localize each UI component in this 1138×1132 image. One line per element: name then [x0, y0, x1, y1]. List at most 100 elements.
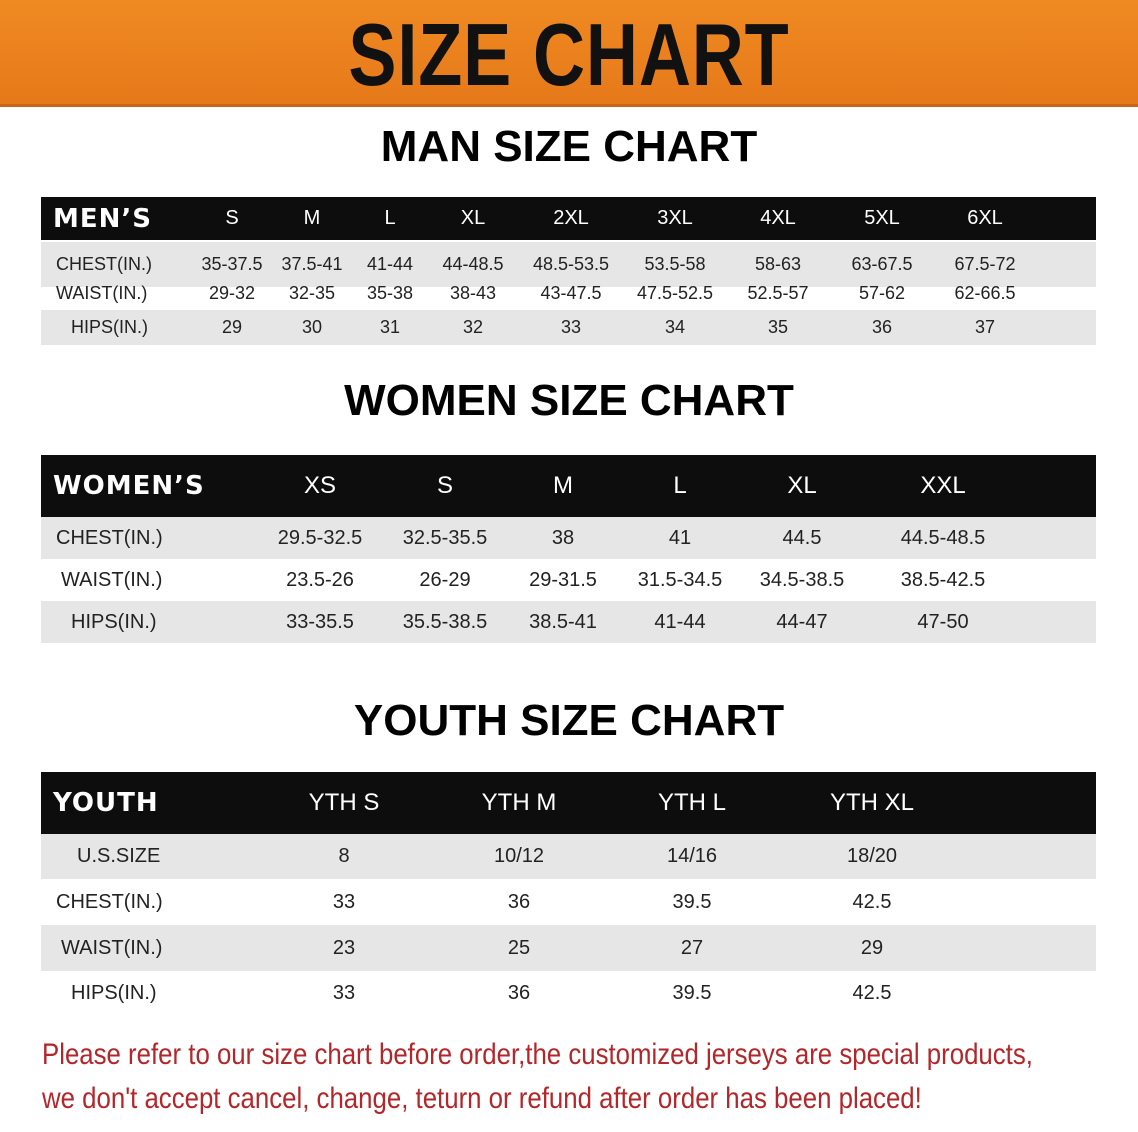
row-label: WAIST(IN.)	[61, 936, 163, 959]
table-cell: 10/12	[493, 845, 545, 867]
size-column-header: XS	[303, 472, 337, 500]
table-cell: 44-47	[776, 610, 828, 633]
table-cell: 29.5-32.5	[277, 526, 363, 549]
women-header-label: WOMEN’S	[53, 471, 205, 502]
size-column-header: 6XL	[967, 207, 1003, 229]
men-size-table: MEN’S S M L XL 2XL 3XL 4XL 5XL 6XL CHEST(IN.) 35-37…	[41, 197, 1096, 345]
table-cell: 31	[379, 317, 401, 338]
table-row: HIPS(IN.) 29 30 31 32 33 34 35 36 37	[41, 310, 1096, 345]
size-column-header: XL	[787, 472, 817, 500]
table-cell: 32	[462, 317, 484, 338]
table-row: CHEST(IN.) 35-37.5 37.5-41 41-44 44-48.5 48.5…	[41, 242, 1096, 287]
table-cell: 32-35	[288, 282, 336, 303]
table-cell: 33-35.5	[286, 610, 354, 633]
table-cell: 38.5-42.5	[900, 568, 986, 591]
table-cell: 52.5-57	[747, 282, 809, 303]
table-cell: 41-44	[654, 610, 706, 633]
size-column-header: L	[384, 207, 396, 229]
row-label: WAIST(IN.)	[61, 568, 163, 591]
notice-line-2: we don't accept cancel, change, teturn o…	[42, 1082, 922, 1115]
table-row: CHEST(IN.) 29.5-32.5 32.5-35.5 38 41 44.5 44.5…	[41, 517, 1096, 559]
table-cell: 38-43	[449, 282, 497, 303]
table-cell: 35-38	[366, 282, 414, 303]
table-cell: 14/16	[666, 845, 718, 867]
table-cell: 62-66.5	[954, 282, 1016, 303]
size-column-header: XXL	[920, 472, 966, 500]
size-column-header: 2XL	[553, 207, 589, 229]
row-label: CHEST(IN.)	[56, 890, 163, 913]
table-cell: 26-29	[419, 568, 471, 591]
table-cell: 35.5-38.5	[402, 610, 488, 633]
table-cell: 35-37.5	[201, 254, 263, 275]
table-cell: 23	[332, 936, 356, 959]
table-cell: 48.5-53.5	[532, 254, 610, 275]
table-cell: 33	[332, 890, 356, 913]
row-label: HIPS(IN.)	[71, 982, 157, 1004]
table-cell: 53.5-58	[644, 254, 706, 275]
men-section-title: MAN SIZE CHART	[380, 122, 758, 171]
youth-header-label: YOUTH	[53, 788, 159, 819]
table-cell: 23.5-26	[286, 568, 354, 591]
table-cell: 67.5-72	[954, 254, 1016, 275]
row-label: U.S.SIZE	[77, 845, 161, 867]
table-row: U.S.SIZE 8 10/12 14/16 18/20	[41, 834, 1096, 879]
table-cell: 29	[221, 317, 243, 338]
table-row: HIPS(IN.) 33 36 39.5 42.5	[41, 971, 1096, 1016]
table-cell: 38.5-41	[529, 610, 597, 633]
size-column-header: L	[673, 472, 687, 500]
table-cell: 42.5	[852, 890, 892, 913]
table-cell: 37	[974, 317, 996, 338]
table-row: WAIST(IN.) 23 25 27 29	[41, 925, 1096, 971]
table-row: HIPS(IN.) 33-35.5 35.5-38.5 38.5-41 41-44 44-…	[41, 601, 1096, 643]
table-cell: 44.5-48.5	[900, 526, 986, 549]
table-cell: 8	[338, 845, 350, 867]
row-label: CHEST(IN.)	[56, 254, 152, 275]
table-row: WAIST(IN.) 23.5-26 26-29 29-31.5 31.5-34.5 34…	[41, 559, 1096, 601]
table-cell: 35	[767, 317, 789, 338]
men-header-row: MEN’S S M L XL 2XL 3XL 4XL 5XL 6XL	[41, 197, 1096, 240]
row-label: HIPS(IN.)	[71, 610, 157, 633]
table-cell: 29-31.5	[529, 568, 597, 591]
table-cell: 32.5-35.5	[402, 526, 488, 549]
row-label: CHEST(IN.)	[56, 526, 163, 549]
table-cell: 33	[332, 982, 356, 1004]
table-cell: 44-48.5	[442, 254, 504, 275]
men-header-label: MEN’S	[53, 203, 152, 234]
banner-title: SIZE CHART	[348, 5, 790, 104]
table-cell: 27	[680, 936, 704, 959]
table-cell: 43-47.5	[540, 282, 602, 303]
table-cell: 29	[860, 936, 884, 959]
table-row: WAIST(IN.) 29-32 32-35 35-38 38-43 43-47.5 47.…	[41, 276, 1096, 310]
table-cell: 31.5-34.5	[637, 568, 723, 591]
size-column-header: M	[303, 207, 321, 229]
table-cell: 38	[551, 526, 575, 549]
women-size-table: WOMEN’S XS S M L XL XXL CHEST(IN.) 29.5-32.5 32.5…	[41, 455, 1096, 643]
youth-header-row: YOUTH YTH S YTH M YTH L YTH XL	[41, 772, 1096, 834]
table-cell: 47-50	[917, 610, 969, 633]
table-cell: 29-32	[208, 282, 256, 303]
table-cell: 44.5	[782, 526, 822, 549]
table-cell: 39.5	[672, 890, 712, 913]
size-column-header: 5XL	[864, 207, 900, 229]
table-cell: 36	[507, 890, 531, 913]
banner: SIZE CHART	[0, 0, 1138, 107]
size-column-header: 3XL	[657, 207, 693, 229]
size-column-header: 4XL	[760, 207, 796, 229]
table-cell: 58-63	[754, 254, 802, 275]
size-column-header: XL	[460, 207, 486, 229]
row-label: HIPS(IN.)	[71, 317, 149, 338]
table-cell: 39.5	[672, 982, 712, 1004]
women-section-title: WOMEN SIZE CHART	[344, 376, 794, 425]
table-cell: 34	[664, 317, 686, 338]
table-cell: 57-62	[858, 282, 906, 303]
size-column-header: YTH L	[657, 789, 727, 817]
youth-section-title: YOUTH SIZE CHART	[353, 696, 785, 745]
table-cell: 30	[301, 317, 323, 338]
size-column-header: YTH S	[308, 789, 380, 817]
table-cell: 18/20	[846, 845, 898, 867]
size-column-header: S	[436, 472, 454, 500]
table-row: CHEST(IN.) 33 36 39.5 42.5	[41, 879, 1096, 925]
table-cell: 36	[871, 317, 893, 338]
notice-line-1: Please refer to our size chart before or…	[42, 1038, 1033, 1071]
row-label: WAIST(IN.)	[56, 282, 148, 303]
